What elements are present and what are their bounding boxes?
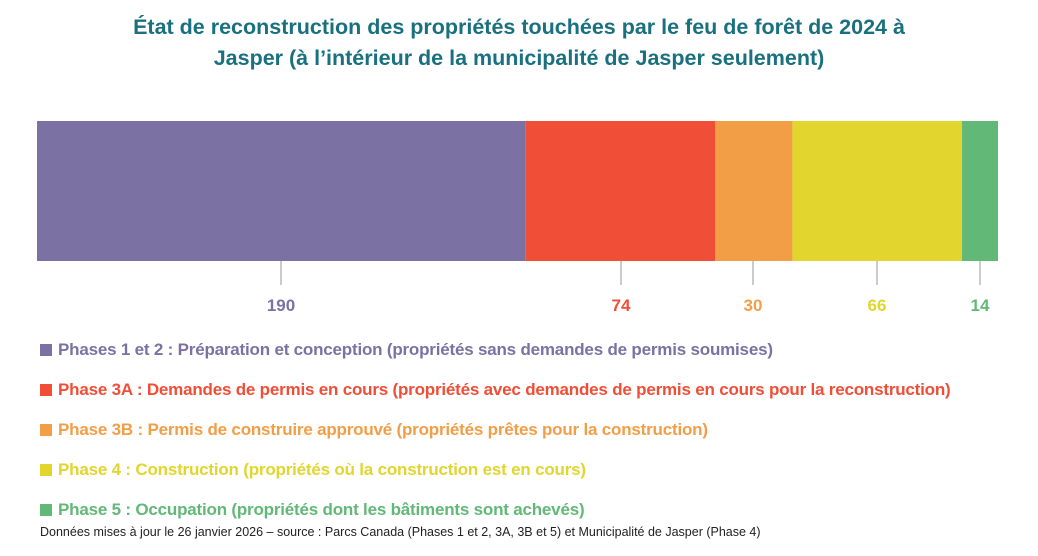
data-label: 190 <box>267 296 295 315</box>
legend-item: Phase 5 : Occupation (propriétés dont le… <box>40 490 950 530</box>
legend-item: Phase 3A : Demandes de permis en cours (… <box>40 370 951 410</box>
legend-label: Phases 1 et 2 : Préparation et conceptio… <box>58 340 773 359</box>
data-label: 66 <box>868 296 887 315</box>
data-label: 74 <box>612 296 631 315</box>
legend: Phases 1 et 2 : Préparation et conceptio… <box>40 330 951 530</box>
bar-segment <box>962 121 998 261</box>
legend-label: Phase 3A : Demandes de permis en cours (… <box>58 380 951 399</box>
data-label: 30 <box>744 296 763 315</box>
legend-label: Phase 3B : Permis de construire approuvé… <box>58 420 708 439</box>
bar-segment <box>715 121 793 261</box>
legend-item: Phase 3B : Permis de construire approuvé… <box>40 410 950 450</box>
legend-item: Phases 1 et 2 : Préparation et conceptio… <box>40 330 950 370</box>
legend-swatch <box>40 344 52 356</box>
legend-swatch <box>40 384 52 396</box>
bar-segment <box>37 121 526 261</box>
legend-swatch <box>40 424 52 436</box>
data-label: 14 <box>971 296 990 315</box>
legend-label: Phase 5 : Occupation (propriétés dont le… <box>58 500 585 519</box>
chart-title: État de reconstruction des propriétés to… <box>0 12 1038 74</box>
source-note: Données mises à jour le 26 janvier 2026 … <box>40 525 761 539</box>
bar-segment <box>525 121 716 261</box>
legend-item: Phase 4 : Construction (propriétés où la… <box>40 450 950 490</box>
stacked-bar-chart: 190 74 30 66 14 <box>37 121 998 315</box>
legend-swatch <box>40 464 52 476</box>
title-line-2: Jasper (à l’intérieur de la municipalité… <box>213 46 825 70</box>
title-line-1: État de reconstruction des propriétés to… <box>133 15 905 39</box>
legend-label: Phase 4 : Construction (propriétés où la… <box>58 460 586 479</box>
legend-swatch <box>40 504 52 516</box>
bar-segment <box>792 121 963 261</box>
